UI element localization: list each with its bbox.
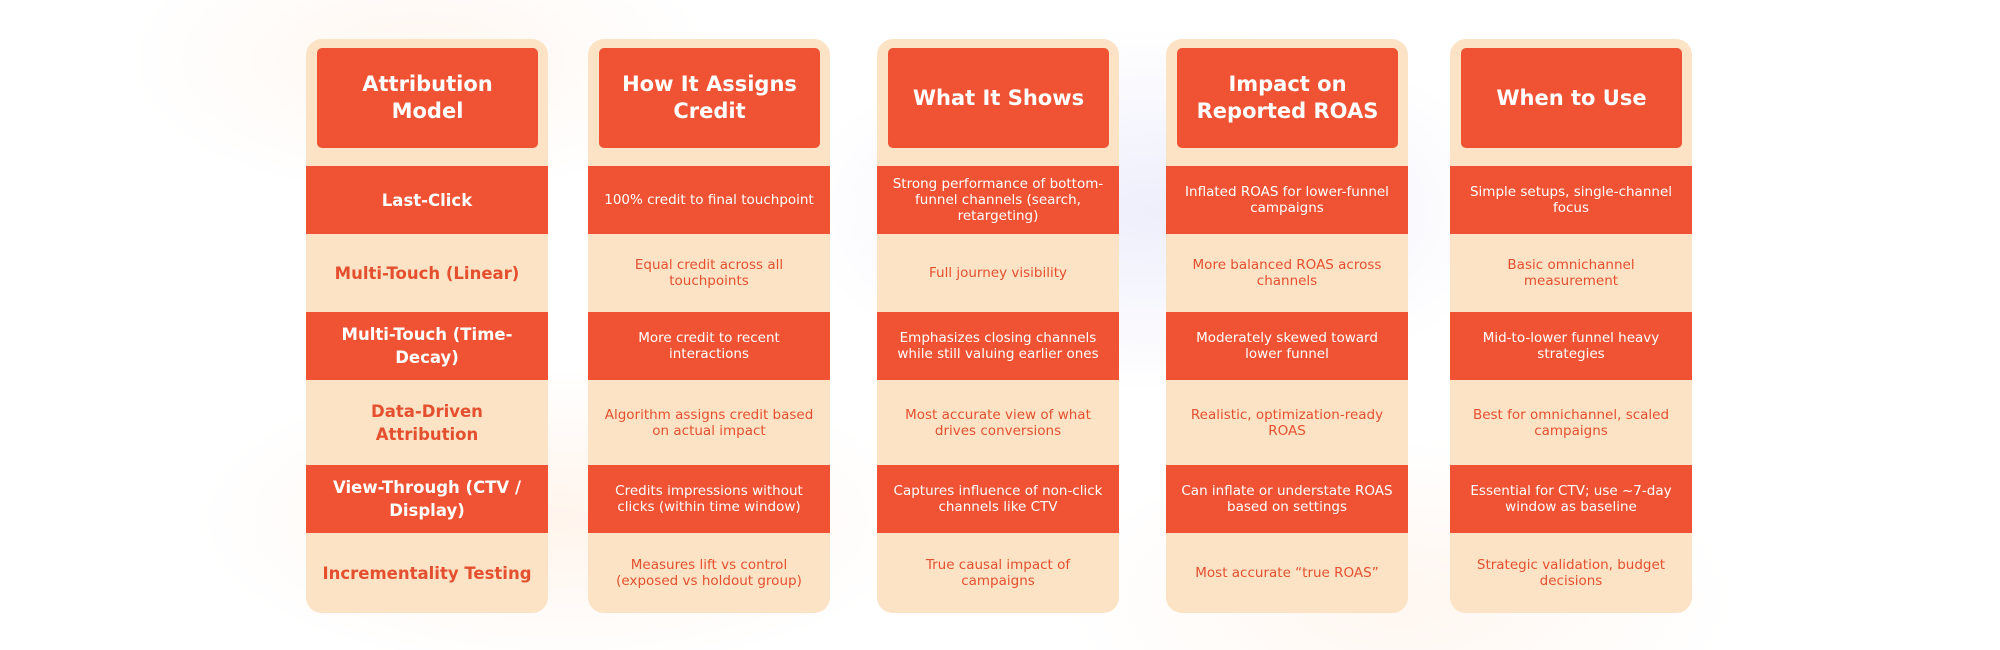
cell-when-to-use: Strategic validation, budget decisions <box>1450 533 1692 613</box>
cell-when-to-use: Simple setups, single-channel focus <box>1450 166 1692 234</box>
cell-model-data-driven: Data-Driven Attribution <box>306 380 548 465</box>
cell-shows: Most accurate view of what drives conver… <box>877 380 1119 465</box>
cell-shows: True causal impact of campaigns <box>877 533 1119 613</box>
cell-model-multi-touch-linear: Multi-Touch (Linear) <box>306 234 548 312</box>
column-when-to-use: When to Use Simple setups, single-channe… <box>1450 39 1692 613</box>
column-impact-on-roas: Impact on Reported ROAS Inflated ROAS fo… <box>1166 39 1408 613</box>
cell-shows: Strong performance of bottom-funnel chan… <box>877 166 1119 234</box>
column-header: When to Use <box>1461 48 1682 148</box>
column-attribution-model: Attribution Model Last-Click Multi-Touch… <box>306 39 548 613</box>
column-header: Impact on Reported ROAS <box>1177 48 1398 148</box>
cell-roas-impact: More balanced ROAS across channels <box>1166 234 1408 312</box>
cell-credit: Equal credit across all touchpoints <box>588 234 830 312</box>
cell-when-to-use: Best for omnichannel, scaled campaigns <box>1450 380 1692 465</box>
cell-shows: Emphasizes closing channels while still … <box>877 312 1119 380</box>
cell-model-last-click: Last-Click <box>306 166 548 234</box>
cell-roas-impact: Realistic, optimization-ready ROAS <box>1166 380 1408 465</box>
cell-when-to-use: Mid-to-lower funnel heavy strategies <box>1450 312 1692 380</box>
cell-roas-impact: Inflated ROAS for lower-funnel campaigns <box>1166 166 1408 234</box>
cell-credit: Algorithm assigns credit based on actual… <box>588 380 830 465</box>
cell-credit: More credit to recent interactions <box>588 312 830 380</box>
cell-when-to-use: Essential for CTV; use ~7-day window as … <box>1450 465 1692 533</box>
column-header: Attribution Model <box>317 48 538 148</box>
cell-model-multi-touch-time-decay: Multi-Touch (Time-Decay) <box>306 312 548 380</box>
cell-when-to-use: Basic omnichannel measurement <box>1450 234 1692 312</box>
column-header: What It Shows <box>888 48 1109 148</box>
cell-credit: 100% credit to final touchpoint <box>588 166 830 234</box>
cell-shows: Full journey visibility <box>877 234 1119 312</box>
cell-credit: Measures lift vs control (exposed vs hol… <box>588 533 830 613</box>
column-what-it-shows: What It Shows Strong performance of bott… <box>877 39 1119 613</box>
cell-model-incrementality: Incrementality Testing <box>306 533 548 613</box>
cell-roas-impact: Moderately skewed toward lower funnel <box>1166 312 1408 380</box>
cell-roas-impact: Can inflate or understate ROAS based on … <box>1166 465 1408 533</box>
cell-model-view-through: View-Through (CTV / Display) <box>306 465 548 533</box>
column-header: How It Assigns Credit <box>599 48 820 148</box>
column-how-it-assigns-credit: How It Assigns Credit 100% credit to fin… <box>588 39 830 613</box>
cell-credit: Credits impressions without clicks (with… <box>588 465 830 533</box>
cell-shows: Captures influence of non-click channels… <box>877 465 1119 533</box>
cell-roas-impact: Most accurate “true ROAS” <box>1166 533 1408 613</box>
